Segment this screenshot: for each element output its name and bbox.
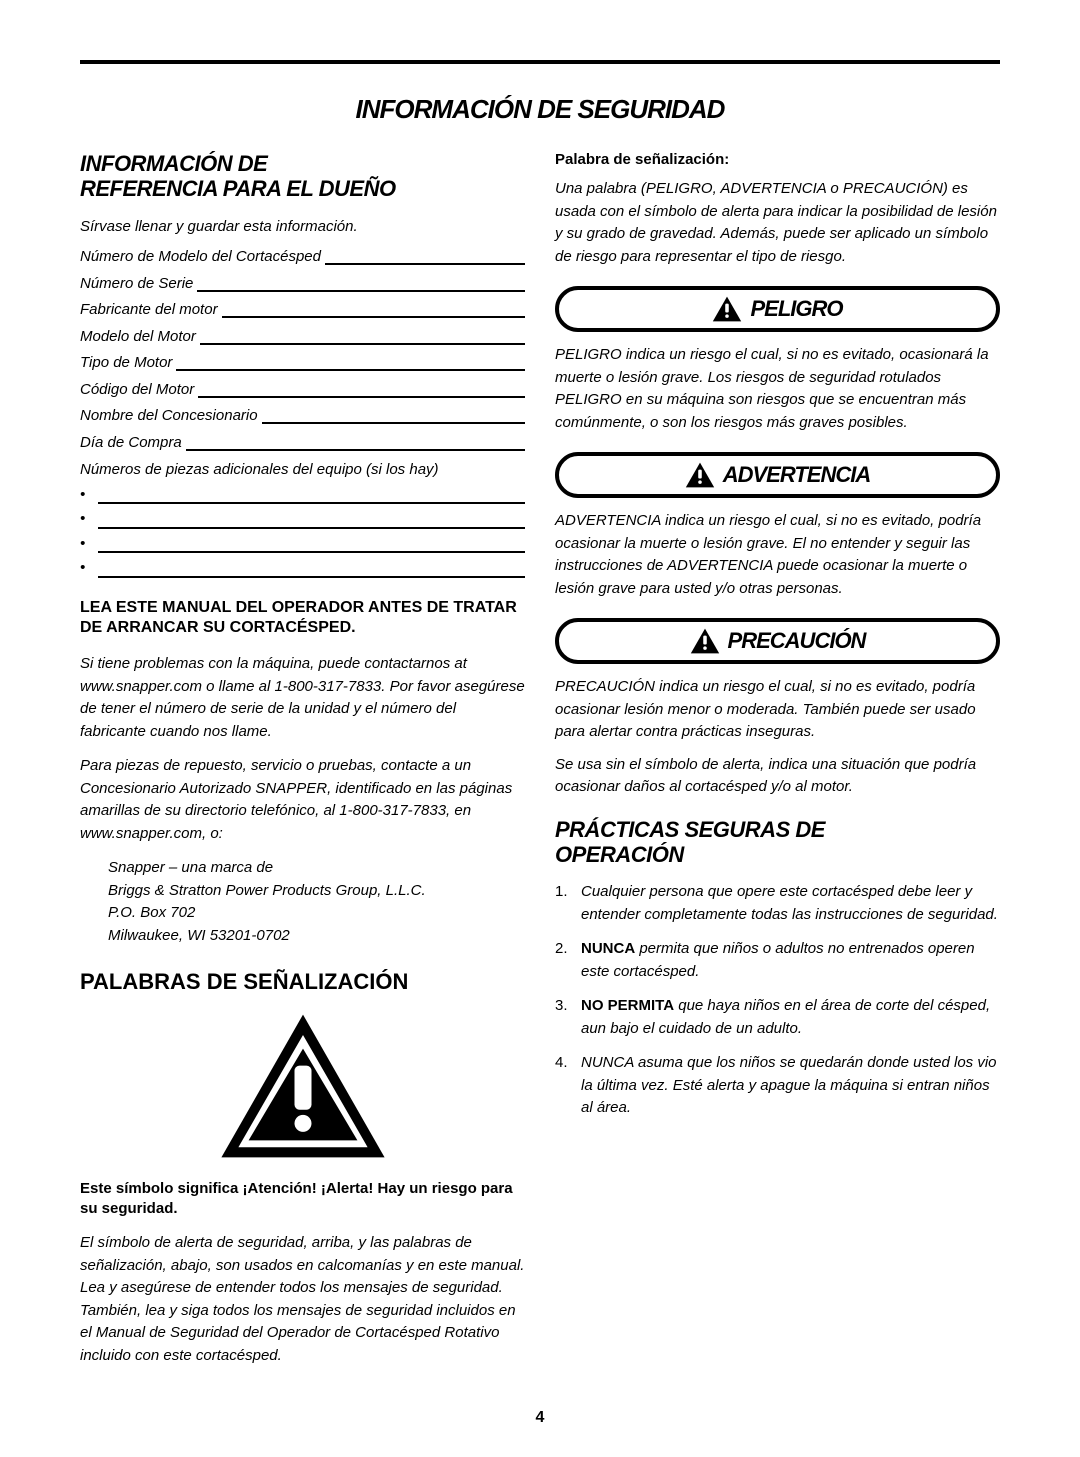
caution-body: PRECAUCIÓN indica un riesgo el cual, si … <box>555 676 1000 744</box>
field-engine-mfr: Fabricante del motor <box>80 300 525 319</box>
part-line-2: • <box>80 510 525 529</box>
field-engine-mfr-label: Fabricante del motor <box>80 301 218 318</box>
parts-head: Números de piezas adicionales del equipo… <box>80 459 525 480</box>
top-rule <box>80 60 1000 64</box>
field-engine-model-label: Modelo del Motor <box>80 328 196 345</box>
field-dealer: Nombre del Concesionario <box>80 406 525 425</box>
signal-words-heading: PALABRAS DE SEÑALIZACIÓN <box>80 969 525 995</box>
part-line-4: • <box>80 559 525 578</box>
page-number: 4 <box>80 1409 1000 1427</box>
field-engine-model-value[interactable] <box>200 326 525 345</box>
part-line-3: • <box>80 535 525 554</box>
list-item: 1. Cualquier persona que opere este cort… <box>555 881 1000 926</box>
danger-body: PELIGRO indica un riesgo el cual, si no … <box>555 344 1000 434</box>
left-column: INFORMACIÓN DE REFERENCIA PARA EL DUEÑO … <box>80 145 525 1379</box>
field-engine-mfr-value[interactable] <box>222 300 525 319</box>
caution-word: PRECAUCIÓN <box>728 628 866 654</box>
field-engine-code-label: Código del Motor <box>80 381 194 398</box>
field-date-value[interactable] <box>186 432 525 451</box>
field-engine-code: Código del Motor <box>80 379 525 398</box>
warning-box: ADVERTENCIA <box>555 452 1000 498</box>
warning-body: ADVERTENCIA indica un riesgo el cual, si… <box>555 510 1000 600</box>
field-engine-code-value[interactable] <box>198 379 525 398</box>
symbol-meaning-body: El símbolo de alerta de seguridad, arrib… <box>80 1232 525 1367</box>
alert-icon <box>685 462 715 488</box>
field-date-label: Día de Compra <box>80 434 182 451</box>
warning-word: ADVERTENCIA <box>723 462 871 488</box>
list-item: 2. NUNCA permita que niños o adultos no … <box>555 938 1000 983</box>
field-engine-type-value[interactable] <box>176 353 525 372</box>
field-dealer-label: Nombre del Concesionario <box>80 407 258 424</box>
part-line-1: • <box>80 486 525 505</box>
owner-info-block: Sírvase llenar y guardar esta informació… <box>80 216 525 578</box>
list-item: 3. NO PERMITA que haya niños en el área … <box>555 995 1000 1040</box>
page-title: INFORMACIÓN DE SEGURIDAD <box>80 94 1000 125</box>
field-engine-model: Modelo del Motor <box>80 326 525 345</box>
address-block: Snapper – una marca de Briggs & Stratton… <box>108 857 525 947</box>
field-engine-type-label: Tipo de Motor <box>80 354 172 371</box>
tip-body: Se usa sin el símbolo de alerta, indica … <box>555 754 1000 799</box>
field-engine-type: Tipo de Motor <box>80 353 525 372</box>
contact-para-2: Para piezas de repuesto, servicio o prue… <box>80 755 525 845</box>
two-column-layout: INFORMACIÓN DE REFERENCIA PARA EL DUEÑO … <box>80 145 1000 1379</box>
field-model: Número de Modelo del Cortacésped <box>80 247 525 266</box>
practices-list: 1. Cualquier persona que opere este cort… <box>555 881 1000 1120</box>
owner-intro: Sírvase llenar y guardar esta informació… <box>80 216 525 237</box>
field-model-label: Número de Modelo del Cortacésped <box>80 248 321 265</box>
alert-triangle-icon <box>218 1011 388 1161</box>
owner-ref-heading: INFORMACIÓN DE REFERENCIA PARA EL DUEÑO <box>80 151 525 202</box>
danger-box: PELIGRO <box>555 286 1000 332</box>
contact-para-1: Si tiene problemas con la máquina, puede… <box>80 653 525 743</box>
safe-practices-heading: PRÁCTICAS SEGURAS DE OPERACIÓN <box>555 817 1000 868</box>
field-serial-label: Número de Serie <box>80 275 193 292</box>
field-serial: Número de Serie <box>80 273 525 292</box>
signal-word-body: Una palabra (PELIGRO, ADVERTENCIA o PREC… <box>555 178 1000 268</box>
list-item: 4. NUNCA asuma que los niños se quedarán… <box>555 1052 1000 1120</box>
right-column: Palabra de señalización: Una palabra (PE… <box>555 145 1000 1379</box>
danger-word: PELIGRO <box>750 296 842 322</box>
alert-icon <box>712 296 742 322</box>
caution-box: PRECAUCIÓN <box>555 618 1000 664</box>
field-model-value[interactable] <box>325 247 525 266</box>
alert-icon <box>690 628 720 654</box>
field-date: Día de Compra <box>80 432 525 451</box>
read-manual-notice: LEA ESTE MANUAL DEL OPERADOR ANTES DE TR… <box>80 598 525 640</box>
field-dealer-value[interactable] <box>262 406 525 425</box>
field-serial-value[interactable] <box>197 273 525 292</box>
signal-word-head: Palabra de señalización: <box>555 151 1000 168</box>
symbol-meaning-head: Este símbolo significa ¡Atención! ¡Alert… <box>80 1179 525 1218</box>
page: INFORMACIÓN DE SEGURIDAD INFORMACIÓN DE … <box>0 0 1080 1457</box>
